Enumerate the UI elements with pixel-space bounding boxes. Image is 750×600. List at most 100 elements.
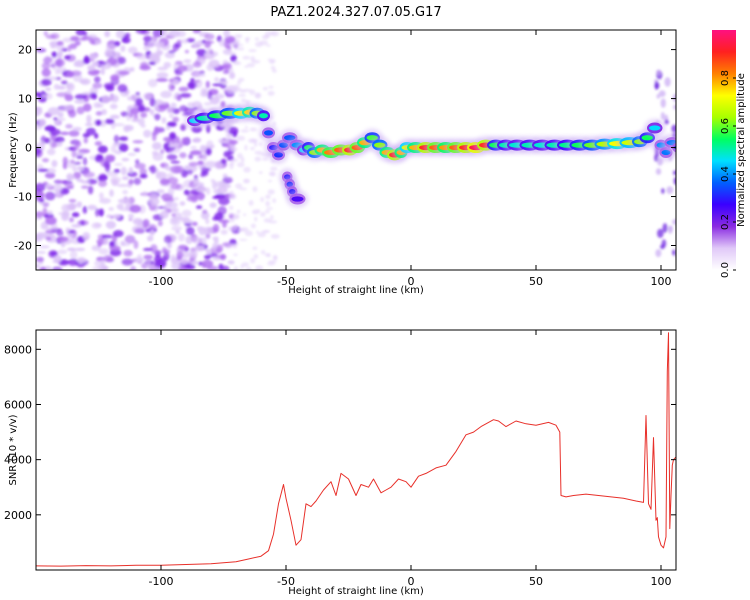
noise-speckle — [221, 64, 230, 69]
noise-speckle — [238, 93, 246, 97]
noise-speckle — [261, 157, 269, 161]
noise-speckle — [204, 160, 217, 168]
noise-speckle — [151, 249, 163, 255]
noise-speckle — [176, 251, 184, 259]
noise-speckle — [155, 50, 162, 58]
noise-speckle — [220, 158, 227, 164]
noise-speckle — [93, 102, 101, 109]
noise-speckle — [143, 129, 152, 138]
noise-speckle — [82, 231, 91, 241]
noise-speckle — [232, 213, 240, 220]
noise-speckle — [227, 139, 238, 145]
noise-speckle — [234, 223, 238, 229]
noise-speckle — [188, 161, 199, 167]
noise-speckle — [85, 127, 96, 136]
noise-speckle — [72, 145, 80, 151]
noise-speckle — [109, 245, 121, 251]
noise-speckle — [88, 34, 97, 39]
noise-speckle — [202, 209, 208, 214]
noise-speckle — [230, 195, 235, 200]
noise-speckle — [250, 223, 257, 229]
noise-speckle — [72, 126, 82, 132]
noise-speckle — [151, 142, 162, 150]
noise-speckle — [44, 191, 56, 201]
noise-speckle — [223, 30, 230, 38]
noise-speckle — [109, 94, 119, 103]
noise-speckle — [246, 62, 256, 68]
noise-speckle — [41, 94, 46, 98]
noise-speckle — [152, 30, 164, 38]
noise-speckle — [254, 216, 258, 222]
spectrogram-y-axis: 20 10 0 -10 -20 — [14, 44, 676, 253]
noise-speckle — [169, 132, 177, 140]
noise-speckle — [42, 202, 49, 208]
noise-speckle — [229, 165, 234, 170]
spectrogram-x-tick-label: 50 — [529, 275, 543, 288]
noise-speckle — [148, 61, 156, 65]
noise-speckle — [94, 260, 104, 267]
noise-speckle — [129, 204, 142, 213]
noise-speckle — [181, 137, 188, 144]
noise-speckle — [655, 249, 662, 258]
snr-plot-area — [36, 332, 676, 567]
noise-speckle — [232, 245, 237, 249]
noise-speckle — [187, 81, 198, 90]
noise-speckle — [76, 151, 85, 156]
noise-speckle — [244, 100, 252, 103]
noise-speckle — [247, 138, 257, 144]
noise-speckle — [53, 117, 58, 121]
noise-speckle — [267, 189, 275, 195]
spectrogram-y-tick-label: 10 — [18, 93, 32, 106]
noise-speckle — [83, 137, 88, 144]
noise-speckle — [154, 266, 160, 270]
noise-speckle — [39, 245, 50, 249]
noise-speckle — [199, 144, 207, 153]
noise-speckle — [109, 189, 114, 197]
noise-speckle — [235, 35, 243, 39]
noise-speckle — [86, 114, 92, 124]
noise-speckle — [67, 71, 75, 78]
noise-speckle — [36, 107, 43, 116]
noise-speckle — [60, 80, 68, 85]
noise-speckle — [244, 144, 248, 151]
noise-speckle — [227, 37, 235, 44]
noise-speckle — [233, 60, 240, 64]
snr-series-line — [36, 332, 676, 567]
noise-speckle — [104, 30, 111, 38]
noise-speckle — [212, 257, 222, 261]
snr-frame — [35, 329, 677, 571]
noise-speckle — [255, 230, 260, 234]
noise-speckle — [168, 82, 176, 92]
noise-speckle — [162, 197, 175, 203]
noise-speckle — [254, 92, 262, 99]
noise-speckle — [108, 207, 114, 211]
noise-speckle — [213, 189, 222, 194]
noise-speckle — [55, 76, 62, 81]
noise-speckle — [183, 189, 190, 196]
noise-speckle — [174, 70, 183, 76]
noise-speckle — [214, 160, 223, 170]
noise-speckle — [103, 238, 109, 245]
noise-speckle — [270, 166, 278, 171]
noise-speckle — [127, 46, 138, 54]
noise-speckle — [51, 266, 63, 270]
noise-speckle — [98, 248, 109, 255]
noise-speckle — [268, 220, 278, 224]
snr-y-axis: 8000 6000 4000 2000 — [4, 343, 676, 522]
noise-speckle — [86, 178, 98, 185]
noise-speckle — [91, 266, 104, 270]
noise-speckle — [206, 48, 214, 55]
noise-speckle — [36, 256, 45, 263]
noise-speckle — [57, 117, 66, 122]
noise-speckle — [121, 258, 134, 266]
noise-speckle — [127, 152, 137, 156]
noise-speckle — [205, 148, 212, 156]
noise-speckle — [178, 244, 188, 250]
noise-speckle — [240, 129, 250, 133]
noise-speckle — [673, 177, 676, 185]
noise-speckle — [157, 220, 163, 227]
noise-speckle — [166, 154, 178, 161]
noise-speckle — [229, 217, 235, 223]
noise-speckle — [51, 141, 58, 149]
noise-speckle — [46, 226, 57, 231]
